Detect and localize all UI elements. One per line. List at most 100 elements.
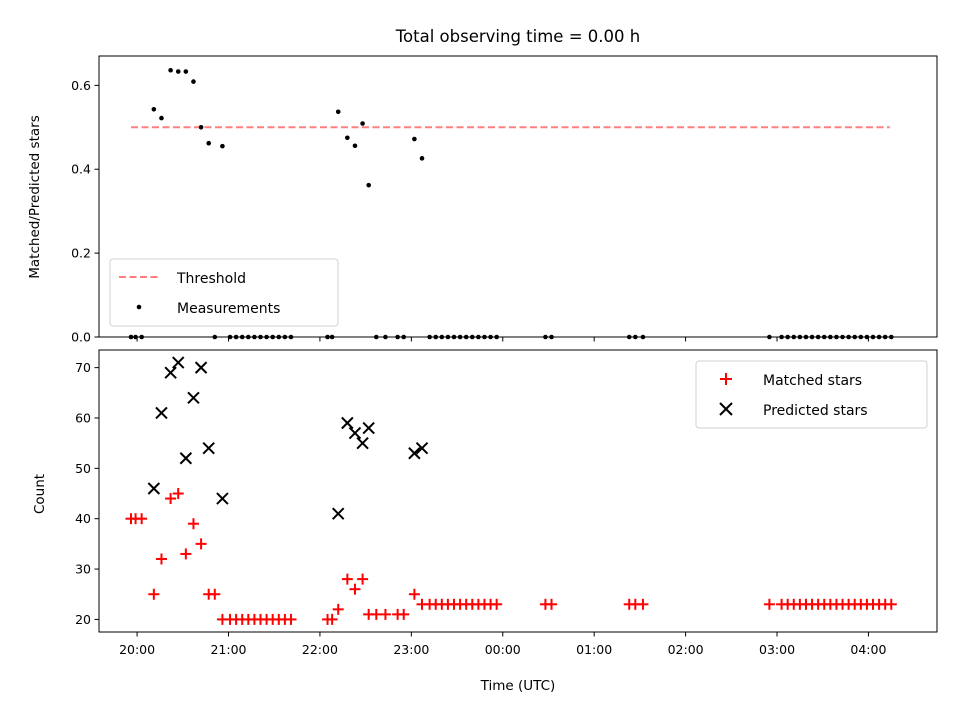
- predicted-point-b: [341, 416, 354, 430]
- matched-legend-label: Matched stars: [763, 373, 862, 389]
- measurement-point: [419, 156, 425, 161]
- bottom-y-axis-label: Count: [32, 474, 48, 514]
- count-marks: [125, 356, 897, 625]
- predicted-point-b: [202, 441, 215, 455]
- matched-point: [408, 588, 420, 600]
- matched-point: [349, 583, 361, 595]
- y-tick-label: 20: [75, 612, 91, 627]
- predicted-point-b: [216, 492, 229, 505]
- x-axis-label: Time (UTC): [480, 678, 556, 694]
- measurement-point: [206, 140, 212, 146]
- matched-point: [546, 598, 558, 610]
- x-tick-label: 03:00: [759, 642, 795, 657]
- predicted-point: [194, 361, 208, 374]
- predicted-point: [341, 416, 354, 430]
- matched-point: [165, 493, 177, 505]
- x-tick-label: 02:00: [668, 642, 704, 657]
- matched-point: [195, 538, 207, 550]
- top-legend: Threshold Measurements: [109, 258, 339, 327]
- predicted-point: [415, 441, 429, 455]
- predicted-point: [202, 441, 215, 455]
- matched-point: [285, 613, 297, 625]
- measurement-point: [335, 109, 341, 115]
- top-y-ticks: 0.0 0.2 0.4 0.6: [71, 78, 99, 345]
- measurements-legend-label: Measurements: [177, 301, 280, 317]
- measurements-legend-swatch: [136, 304, 142, 310]
- measurement-point: [366, 182, 371, 188]
- matched-point: [326, 613, 338, 625]
- predicted-point: [147, 482, 161, 495]
- predicted-legend-swatch: [719, 402, 733, 416]
- measurement-point: [360, 121, 365, 126]
- measurement-point: [151, 106, 157, 112]
- top-axes-frame: [98, 55, 938, 338]
- predicted-point-b: [155, 406, 168, 420]
- x-tick-label: 01:00: [576, 642, 612, 657]
- x-tick-label: 20:00: [119, 642, 155, 657]
- threshold-legend-label: Threshold: [176, 271, 246, 287]
- predicted-point-b: [147, 482, 161, 495]
- ratio-panel: Total observing time = 0.00 h Matched/Pr…: [27, 27, 938, 345]
- matched-point: [379, 608, 391, 620]
- bottom-axes-frame: [98, 349, 938, 633]
- predicted-legend-label: Predicted stars: [763, 403, 868, 419]
- predicted-point-b: [415, 441, 429, 455]
- y-tick-label: 50: [75, 461, 91, 476]
- predicted-point: [187, 391, 200, 405]
- predicted-point-b: [187, 391, 200, 405]
- matched-point: [155, 553, 167, 565]
- top-legend-box: [109, 258, 339, 327]
- matched-point: [172, 488, 184, 500]
- x-tick-label: 21:00: [210, 642, 246, 657]
- predicted-point: [348, 426, 362, 440]
- predicted-point: [332, 507, 345, 520]
- measurement-point: [159, 115, 164, 121]
- measurement-point: [183, 69, 189, 74]
- predicted-point: [362, 421, 375, 435]
- matched-point: [332, 603, 344, 615]
- matched-point: [357, 573, 369, 585]
- matched-point: [136, 513, 148, 525]
- predicted-point: [179, 452, 193, 465]
- predicted-point: [155, 406, 168, 420]
- measurement-point: [220, 143, 225, 149]
- predicted-point-b: [356, 436, 369, 450]
- x-tick-label: 22:00: [302, 642, 338, 657]
- x-tick-label: 00:00: [485, 642, 521, 657]
- matched-point: [398, 608, 410, 620]
- measurement-point: [352, 143, 358, 149]
- matched-point: [148, 588, 160, 600]
- predicted-point-b: [408, 447, 421, 460]
- predicted-point: [164, 366, 177, 379]
- x-tick-label: 04:00: [850, 642, 886, 657]
- measurement-point: [345, 135, 350, 141]
- matched-point: [209, 588, 221, 600]
- matched-point: [637, 598, 649, 610]
- predicted-point-b: [172, 356, 185, 369]
- measurement-point: [412, 136, 417, 142]
- y-tick-label: 60: [75, 410, 91, 425]
- top-x-ticks: [136, 337, 869, 342]
- predicted-point-b: [164, 366, 177, 379]
- matched-point: [341, 573, 353, 585]
- y-tick-label: 0.6: [71, 78, 91, 93]
- predicted-point: [356, 436, 369, 450]
- y-tick-label: 0.2: [71, 246, 91, 261]
- matched-legend-swatch: [720, 373, 732, 385]
- matched-point: [491, 598, 503, 610]
- predicted-point-b: [332, 507, 345, 520]
- predicted-point: [172, 356, 185, 369]
- matched-point: [187, 518, 199, 530]
- matched-point: [885, 598, 897, 610]
- measurement-point: [198, 124, 204, 130]
- y-tick-label: 0.0: [71, 330, 91, 345]
- chart-title: Total observing time = 0.00 h: [395, 27, 640, 46]
- bottom-legend-box: [695, 360, 928, 429]
- bottom-x-ticks: 20:00 21:00 22:00 23:00 00:00 01:00 02:00 03:00…: [119, 632, 886, 657]
- bottom-y-ticks: 20 30 40 50 60 70: [75, 360, 99, 627]
- top-y-axis-label: Matched/Predicted stars: [27, 115, 43, 278]
- count-panel: Count Time (UTC) 20 30 40 50 60 70 20:00 21:00…: [32, 349, 938, 694]
- predicted-point-b: [179, 452, 193, 465]
- bottom-legend: Matched stars Predicted stars: [695, 360, 928, 429]
